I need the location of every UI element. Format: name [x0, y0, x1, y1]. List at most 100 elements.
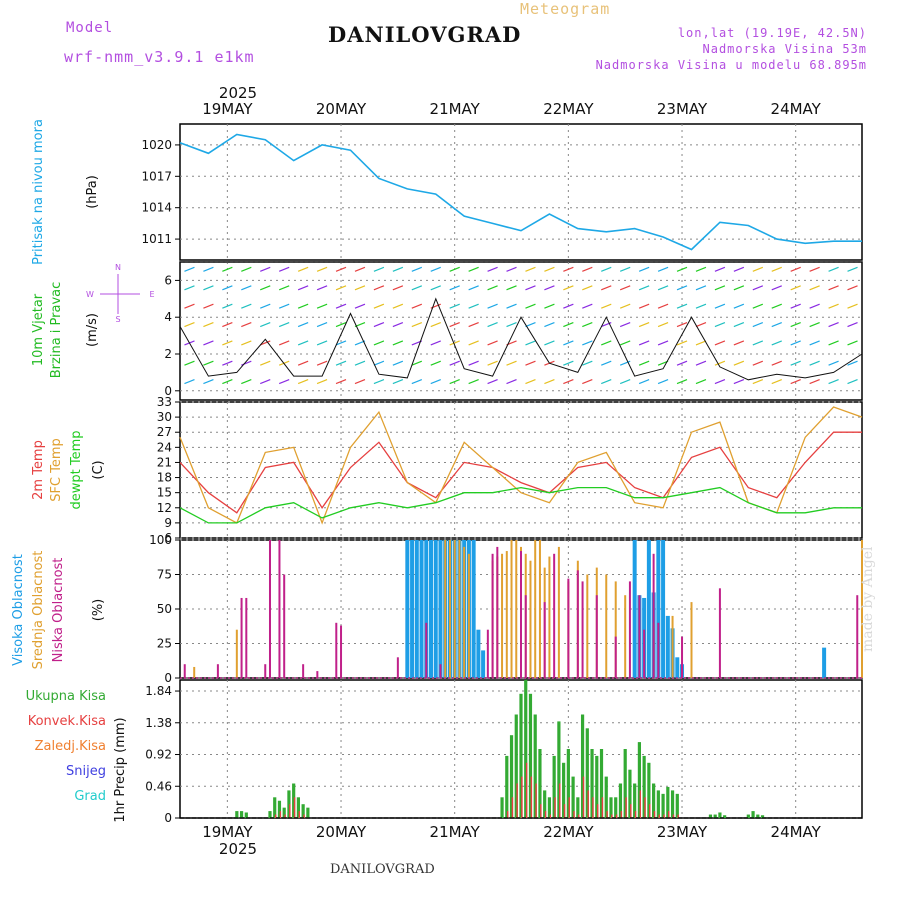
wind-arrow: [260, 340, 271, 346]
wind-arrow: [638, 340, 650, 346]
wind-arrow: [411, 266, 423, 272]
mid-cloud-bar: [193, 666, 196, 678]
wind-arrow: [809, 266, 820, 272]
bottom-day-label: 23MAY: [657, 823, 708, 841]
total-precip-bar: [604, 776, 608, 818]
wind-arrow: [601, 340, 612, 346]
wind-arrow: [392, 303, 404, 309]
wind-arrow: [752, 303, 764, 309]
wind-arrow: [809, 360, 820, 366]
credit-text: made by Angel: [860, 546, 876, 653]
wind-arrow: [203, 285, 214, 291]
wind-arrow: [203, 303, 214, 309]
conv-precip-bar: [668, 811, 670, 818]
wind-arrow: [638, 322, 650, 328]
y-tick-label: 1017: [141, 169, 172, 183]
high-cloud-bar: [675, 657, 680, 678]
wind-arrow: [335, 360, 347, 366]
bottom-day-label: 22MAY: [543, 823, 594, 841]
conv-precip-bar: [611, 814, 613, 818]
conv-precip-bar: [630, 804, 632, 818]
wind-arrow: [752, 340, 764, 346]
wind-arrow: [638, 285, 650, 291]
wind-arrow: [790, 285, 801, 291]
wind-arrow: [335, 340, 347, 346]
conv-precip-bar: [677, 814, 679, 818]
wind-arrow: [354, 303, 366, 309]
wind-arrow: [790, 379, 801, 385]
wind-arrow: [468, 340, 479, 346]
wind-arrow: [373, 266, 385, 272]
conv-precip-bar: [293, 797, 296, 818]
svg-text:S: S: [115, 315, 120, 324]
top-day-label: 24MAY: [771, 100, 822, 118]
wind-arrow: [752, 285, 764, 291]
wind-arrow: [241, 340, 252, 346]
y-tick-label: 0.92: [145, 748, 172, 762]
wind-arrow: [601, 379, 612, 385]
wind-arrow: [714, 266, 726, 272]
total-precip-bar: [500, 797, 504, 818]
wind-arrow: [297, 360, 309, 366]
dewpt-temp-label: dewpt Temp: [69, 430, 84, 509]
total-precip-bar: [571, 776, 575, 818]
wind-arrow: [790, 322, 801, 328]
low-cloud-bar: [524, 595, 527, 678]
bottom-year-label: 2025: [219, 840, 257, 858]
wind-arrow: [733, 322, 745, 328]
wind-arrow: [695, 379, 707, 385]
wind-arrow: [828, 303, 839, 309]
wind-arrow: [487, 266, 498, 272]
high-cloud-bar: [414, 540, 419, 678]
y-tick-label: 24: [157, 440, 172, 454]
wind-arrow: [601, 303, 612, 309]
bottom-day-label: 21MAY: [430, 823, 481, 841]
y-tick-label: 0: [164, 384, 172, 398]
total-precip-bar: [599, 749, 604, 818]
y-tick-label: 15: [157, 486, 172, 500]
wind-arrow: [468, 360, 479, 366]
wind-arrow: [260, 285, 271, 291]
mid-cloud-bar: [624, 595, 627, 678]
low-cloud-bar: [264, 664, 267, 678]
wind-arrow: [525, 285, 536, 291]
wind-arrow: [544, 285, 555, 291]
temp-unit: (C): [91, 460, 106, 479]
total-precip-bar: [656, 790, 660, 818]
wind-arrow: [316, 322, 328, 328]
wind-arrow: [354, 379, 366, 385]
wind-arrow: [203, 322, 214, 328]
low-cloud-bar: [245, 597, 248, 678]
total-precip-bar: [292, 783, 296, 818]
conv-precip-bar: [530, 776, 533, 818]
wind-arrow: [847, 322, 858, 328]
wind-arrow: [184, 266, 195, 272]
wind-arrow: [411, 285, 423, 291]
wind-labels: 10m Vjetar Brzina i Pravac (m/s) N S W E: [31, 263, 155, 378]
wind-arrow: [790, 266, 801, 272]
wind-arrow: [544, 303, 555, 309]
wind-arrow: [335, 322, 347, 328]
wind-arrow: [260, 266, 271, 272]
wind-arrow: [563, 360, 574, 366]
low-cloud-bar: [302, 664, 305, 678]
wind-arrow: [601, 360, 612, 366]
wind-arrow: [544, 379, 555, 385]
wind-arrow: [411, 303, 423, 309]
conv-precip-bar: [274, 814, 277, 818]
y-tick-label: 21: [157, 455, 172, 469]
low-cloud-bar: [614, 636, 617, 678]
wind-arrow: [847, 303, 858, 309]
low-cloud-bar: [425, 622, 428, 678]
wind-arrow: [392, 340, 404, 346]
temp2m-label: 2m Temp: [31, 440, 46, 500]
wind-arrow: [297, 340, 309, 346]
wind-arrow: [828, 340, 839, 346]
conv-precip-bar: [592, 797, 594, 818]
wind-arrow: [601, 266, 612, 272]
total-precip-bar: [552, 755, 556, 818]
wind-arrow: [525, 322, 536, 328]
wind-arrow: [316, 266, 328, 272]
wind-arrow: [335, 379, 347, 385]
low-cloud-bar: [567, 578, 570, 678]
